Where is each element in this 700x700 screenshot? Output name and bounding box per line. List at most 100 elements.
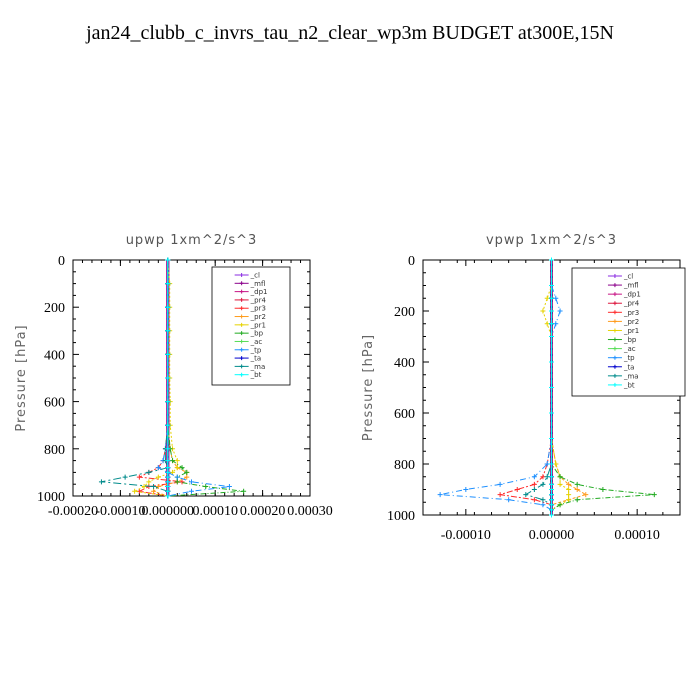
data-point [98,479,104,485]
data-point [146,469,152,475]
legend-marker [239,347,244,352]
legend-label: _ma [250,363,266,371]
data-point [549,321,554,327]
legend-marker [612,319,617,324]
chart-panel-2: vpwp 1xm^2/s^3 Pressure [hPa] 0 200 400 600 80… [361,233,686,543]
data-point [549,512,554,518]
data-point [549,507,554,513]
data-point [132,488,138,494]
x-tick-label: -0.00020 [48,504,98,519]
data-point [174,465,180,471]
data-point [437,492,443,498]
data-point [574,497,580,503]
data-point [174,479,180,485]
data-point [549,257,554,263]
data-point [557,481,563,487]
data-point [165,446,171,452]
legend-label: _bt [623,381,635,389]
x-tick-label: -0.00010 [95,504,145,519]
legend-marker [239,281,244,286]
data-point [189,488,194,494]
legend-marker [612,373,617,378]
data-point [497,481,503,487]
data-point [557,308,563,314]
data-point [549,497,554,503]
y-tick-label: 1000 [387,509,415,524]
data-point [583,492,589,498]
legend-marker [612,355,617,360]
data-point [549,492,554,498]
data-point [549,283,554,288]
data-point [549,436,554,441]
legend-marker [612,382,617,387]
legend-marker [612,364,617,369]
data-point [179,465,185,471]
data-point [151,488,157,494]
legend: _cl_mfl_dp1_pr4_pr3_pr2_pr1_bp_ac_tp_ta_… [571,267,686,397]
data-point [531,481,537,487]
data-point [226,484,232,490]
data-point [203,484,209,490]
legend-label: _mfl [250,280,266,288]
data-point [151,484,157,490]
y-tick-label: 800 [394,458,415,473]
legend-label: _cl [623,273,633,281]
data-point [170,469,176,475]
data-point [531,474,537,480]
legend-label: _ac [623,345,636,353]
data-point [189,479,194,485]
data-point [566,497,572,503]
y-tick-label: 1000 [37,490,65,505]
y-tick-label: 400 [44,348,65,363]
legend-marker [239,322,244,327]
legend-label: _dp1 [250,288,268,296]
data-point [544,474,550,480]
data-point [549,502,554,508]
legend-label: _mfl [623,282,639,290]
data-point [549,410,554,416]
data-point [549,481,554,487]
data-point [165,399,171,405]
x-tick-label: 0.000000 [142,504,195,519]
data-point [544,461,550,467]
legend-marker [239,372,244,377]
y-tick-label: 600 [44,396,65,411]
data-point [557,502,563,508]
data-point [553,461,559,467]
y-tick-label: 200 [44,301,65,316]
data-point [549,474,554,480]
y-tick-label: 400 [394,356,415,371]
legend-marker [612,328,617,333]
data-point [506,497,512,503]
data-point [540,474,546,480]
legend-label: _dp1 [623,291,641,299]
data-point [566,487,572,492]
legend-label: _pr4 [250,296,267,304]
data-point [523,492,529,498]
data-point [241,488,247,494]
data-point [463,487,469,492]
data-point [141,484,147,490]
x-tick-label: 0.00010 [192,504,238,519]
x-tick-label: 0.00020 [240,504,286,519]
data-point [165,488,171,494]
legend-label: _bt [250,371,262,379]
y-tick-label: 0 [408,254,415,269]
legend-label: _tp [250,346,262,354]
legend-label: _tp [623,354,635,362]
data-point [174,458,180,464]
data-point [165,375,171,381]
data-point [549,308,554,314]
legend-label: _ac [250,338,263,346]
legend-label: _pr1 [250,321,266,329]
data-point [165,469,171,475]
data-point [540,308,546,314]
data-point [174,474,180,480]
legend: _cl_mfl_dp1_pr4_pr3_pr2_pr1_bp_ac_tp_ta_… [211,266,291,386]
x-tick-label: 0.00030 [287,504,333,519]
y-tick-label: 200 [394,305,415,320]
data-point [531,487,537,492]
y-tick-label: 0 [58,254,65,269]
data-point [574,487,580,492]
